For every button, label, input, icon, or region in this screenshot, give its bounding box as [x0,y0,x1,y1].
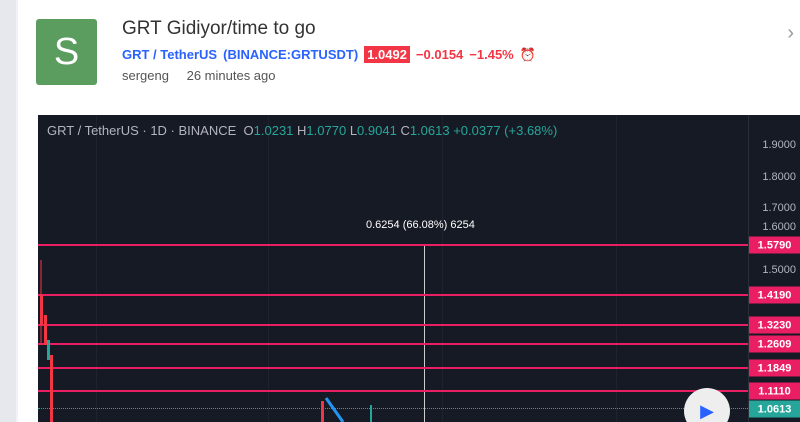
idea-title: GRT Gidiyor/time to go [122,18,316,39]
price-axis[interactable]: 1.9000 1.8000 1.7000 1.6000 1.5000 [748,115,800,422]
axis-tick: 1.5000 [762,264,796,276]
axis-tick: 1.7000 [762,202,796,214]
alarm-clock-icon[interactable]: ⏰ [519,46,536,62]
price-badge: 1.0492 [364,46,410,63]
idea-meta: sergeng 26 minutes ago [122,68,290,83]
level-price-label: 1.4190 [749,286,800,304]
symbol-link[interactable]: GRT / TetherUS [122,47,218,62]
level-price-label: 1.1110 [749,382,800,400]
close-value: 1.0613 [409,123,450,138]
axis-tick: 1.8000 [762,171,796,183]
play-button[interactable]: ▶ [684,388,730,422]
legend-symbol: GRT / TetherUS · 1D · BINANCE [47,123,237,138]
timestamp: 26 minutes ago [186,68,276,83]
horizontal-level-line[interactable] [38,324,748,327]
play-icon: ▶ [700,400,714,421]
horizontal-level-line[interactable] [38,294,748,297]
current-price-label: 1.0613 [749,400,800,418]
low-label: L [349,123,358,138]
horizontal-level-line[interactable] [38,244,748,247]
chevron-right-icon[interactable]: › [787,22,794,44]
price-change: −0.0154 [415,47,464,62]
price-chart[interactable]: GRT / TetherUS · 1D · BINANCE O1.0231 H1… [38,115,800,422]
change-value: +0.0377 (+3.68%) [453,123,558,138]
horizontal-level-line[interactable] [38,343,748,346]
level-price-label: 1.3230 [749,316,800,334]
left-panel-edge [0,0,16,422]
open-value: 1.0231 [253,123,294,138]
grid-line [442,115,443,422]
chart-legend: GRT / TetherUS · 1D · BINANCE O1.0231 H1… [47,123,557,138]
close-label: C [400,123,410,138]
symbol-row: GRT / TetherUS (BINANCE:GRTUSDT) 1.0492 … [122,46,536,63]
candle [47,340,50,360]
measure-label: 0.6254 (66.08%) 6254 [366,219,475,231]
symbol-code-link[interactable]: (BINANCE:GRTUSDT) [223,47,359,62]
price-change-pct: −1.45% [469,47,514,62]
avatar[interactable]: S [36,19,97,85]
candle [40,295,43,325]
horizontal-level-line[interactable] [38,367,748,370]
level-price-label: 1.5790 [749,236,800,254]
grid-line [96,115,97,422]
drawing-line [324,397,345,422]
axis-tick: 1.6000 [762,221,796,233]
level-price-label: 1.1849 [749,359,800,377]
candles [40,260,372,422]
current-price-line [38,408,748,409]
high-label: H [297,123,307,138]
measure-line [424,246,425,422]
horizontal-level-line[interactable] [38,390,748,393]
grid-line [616,115,617,422]
candle [321,401,324,422]
high-value: 1.0770 [306,123,347,138]
grid-line [268,115,269,422]
open-label: O [243,123,254,138]
level-price-label: 1.2609 [749,335,800,353]
low-value: 0.9041 [357,123,397,138]
axis-tick: 1.9000 [762,139,796,151]
candle [50,355,53,422]
author-link[interactable]: sergeng [122,68,169,83]
candle [44,315,47,345]
candle [370,405,372,422]
